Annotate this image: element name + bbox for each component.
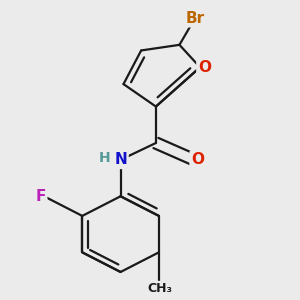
Text: F: F xyxy=(35,189,46,204)
Text: O: O xyxy=(191,152,204,167)
Text: Br: Br xyxy=(186,11,205,26)
Text: N: N xyxy=(114,152,127,167)
Text: CH₃: CH₃ xyxy=(148,282,173,295)
Text: H: H xyxy=(98,152,110,165)
Text: O: O xyxy=(198,60,211,75)
